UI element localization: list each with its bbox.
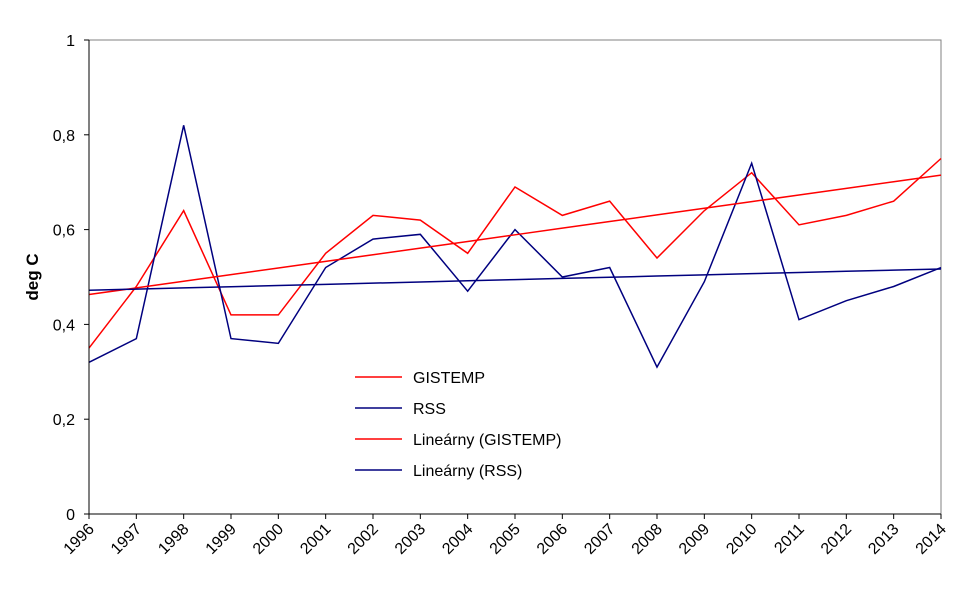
y-tick-label: 0,6 — [53, 223, 75, 240]
x-tick-label: 1996 — [61, 521, 98, 558]
x-tick-label: 2014 — [913, 521, 950, 558]
legend-label-line-rny-gistemp: Lineárny (GISTEMP) — [413, 432, 561, 449]
x-tick-label: 1999 — [203, 521, 240, 558]
legend: GISTEMP RSS Lineárny (GISTEMP) Lineárny (RS… — [355, 370, 561, 480]
x-tick-label: 2008 — [629, 521, 666, 558]
x-tick-label: 2004 — [439, 521, 476, 558]
y-axis-title: deg C — [23, 253, 42, 300]
series-line-line-rny-gistemp — [88, 174, 942, 296]
x-tick-label: 2005 — [487, 521, 524, 558]
x-tick-label: 2003 — [392, 521, 429, 558]
legend-label-rss: RSS — [413, 401, 446, 418]
x-tick-label: 2013 — [865, 521, 902, 558]
plot-area — [88, 39, 942, 515]
x-tick-label: 1997 — [108, 521, 145, 558]
series-line-line-rny-rss — [88, 268, 942, 292]
x-tick-label: 2010 — [723, 521, 760, 558]
x-tick-label: 2000 — [250, 521, 287, 558]
y-tick-label: 0,8 — [53, 128, 75, 145]
x-tick-label: 2007 — [581, 521, 618, 558]
x-tick-label: 2009 — [676, 521, 713, 558]
series-line-gistemp — [88, 157, 942, 349]
x-tick-label: 2002 — [345, 521, 382, 558]
y-tick-label: 1 — [66, 33, 75, 50]
x-tick-label: 2012 — [818, 521, 855, 558]
x-tick-label: 2011 — [771, 521, 807, 557]
legend-label-line-rny-rss: Lineárny (RSS) — [413, 463, 522, 480]
series-line-rss — [88, 125, 942, 369]
series-layer — [88, 125, 942, 369]
y-tick-label: 0,4 — [53, 317, 75, 334]
legend-label-gistemp: GISTEMP — [413, 370, 485, 387]
x-tick-label: 2006 — [534, 521, 571, 558]
y-tick-label: 0,2 — [53, 412, 75, 429]
y-tick-label: 0 — [66, 507, 75, 524]
x-tick-label: 1998 — [155, 521, 192, 558]
x-tick-label: 2001 — [297, 521, 334, 558]
